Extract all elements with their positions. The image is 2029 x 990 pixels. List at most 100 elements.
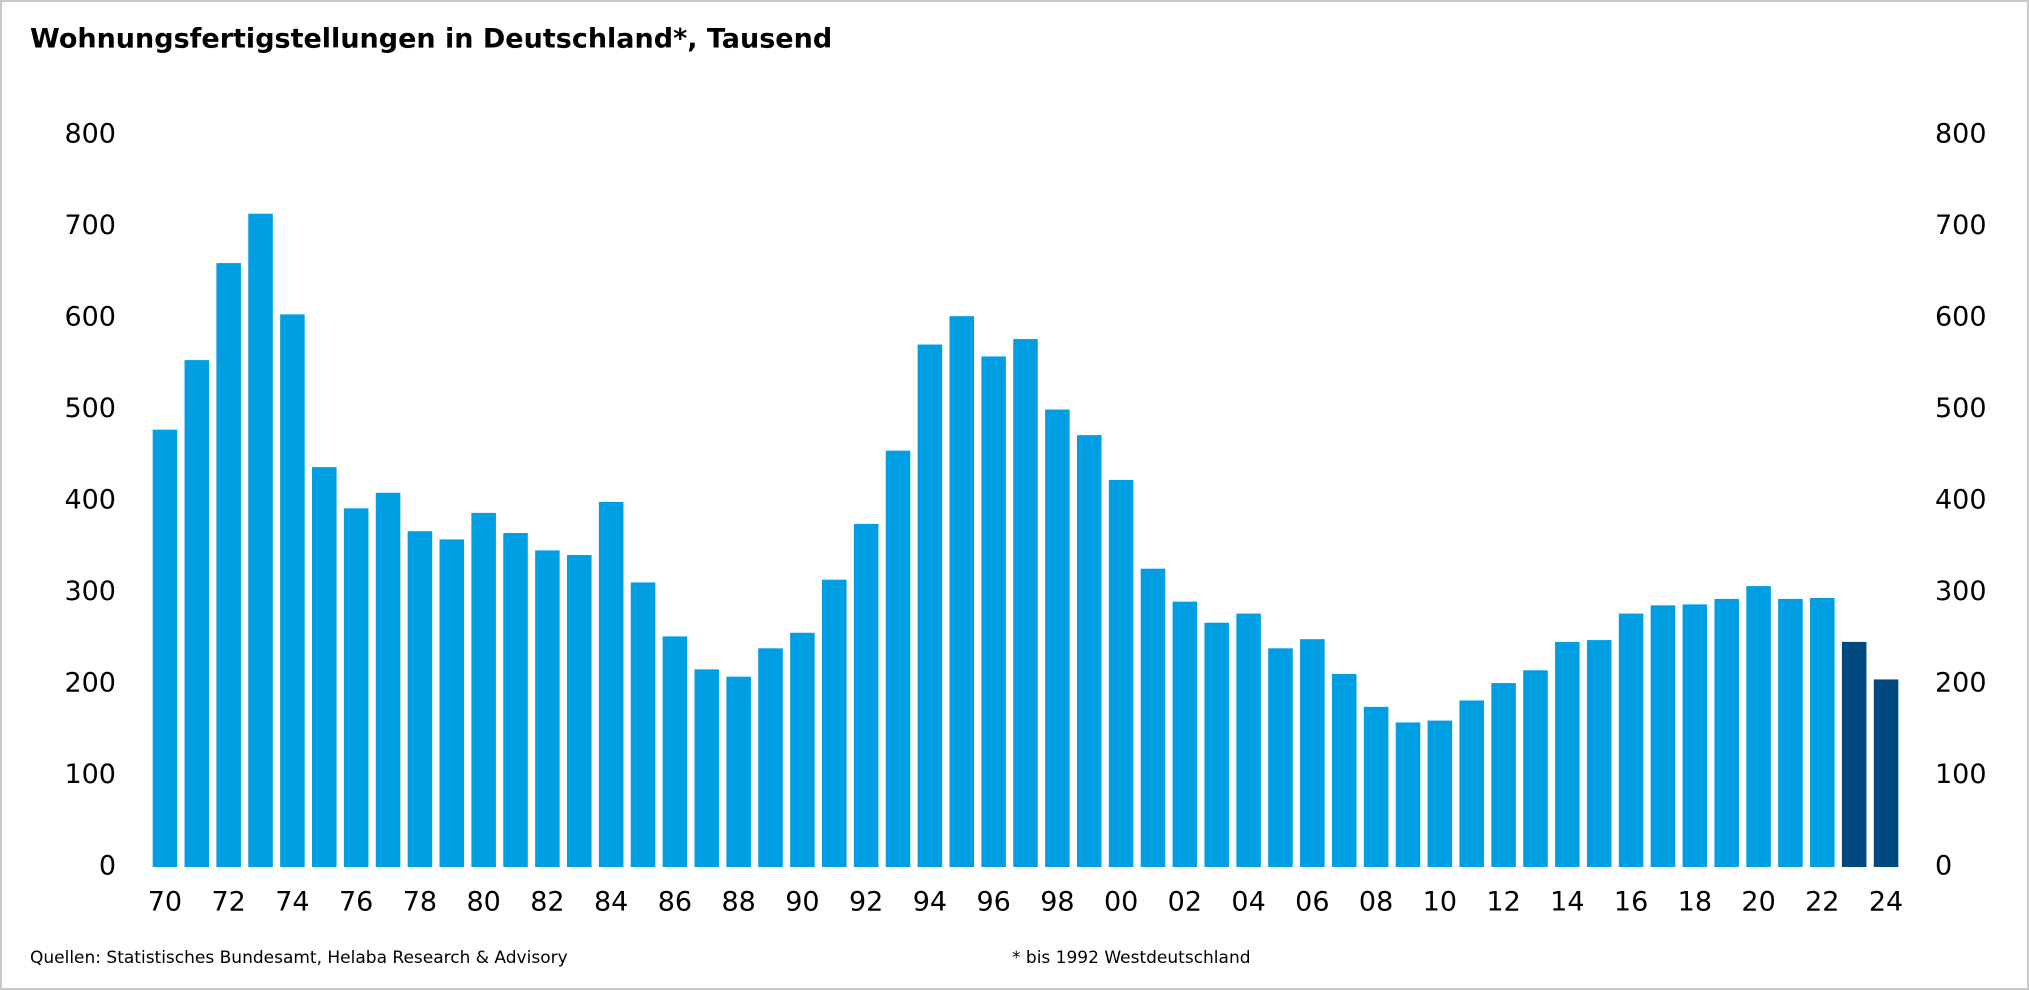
x-tick-label: 74 bbox=[275, 887, 309, 918]
note: * bis 1992 Westdeutschland bbox=[1012, 948, 1251, 968]
y-tick-label: 600 bbox=[64, 302, 116, 333]
x-tick-label: 10 bbox=[1423, 887, 1457, 918]
bar bbox=[1427, 720, 1453, 867]
bar bbox=[1714, 598, 1739, 867]
x-tick-label: 24 bbox=[1869, 887, 1903, 918]
y2-tick-label: 500 bbox=[1935, 393, 1987, 424]
bar bbox=[184, 360, 210, 867]
bar bbox=[471, 512, 496, 867]
bar bbox=[1555, 641, 1580, 867]
bar bbox=[1459, 700, 1484, 867]
bar bbox=[1236, 613, 1261, 867]
y2-tick-label: 300 bbox=[1935, 576, 1987, 607]
bar bbox=[407, 531, 433, 867]
y-tick-label: 800 bbox=[64, 119, 116, 150]
bar bbox=[917, 344, 943, 867]
x-tick-label: 78 bbox=[403, 887, 437, 918]
x-tick-label: 06 bbox=[1295, 887, 1329, 918]
bar bbox=[598, 501, 624, 867]
bar bbox=[853, 523, 879, 867]
bar bbox=[1076, 435, 1102, 867]
y-tick-label: 700 bbox=[64, 210, 116, 241]
bar bbox=[1523, 670, 1548, 867]
y2-tick-label: 800 bbox=[1935, 119, 1987, 150]
x-tick-label: 86 bbox=[658, 887, 692, 918]
y2-tick-label: 700 bbox=[1935, 210, 1987, 241]
bar bbox=[503, 533, 528, 867]
x-tick-label: 96 bbox=[976, 887, 1010, 918]
y-tick-label: 200 bbox=[64, 668, 116, 699]
x-tick-label: 76 bbox=[339, 887, 373, 918]
y-tick-label: 0 bbox=[99, 851, 116, 882]
x-tick-label: 98 bbox=[1040, 887, 1074, 918]
bar bbox=[1300, 639, 1325, 867]
bar bbox=[1172, 601, 1198, 867]
bar bbox=[248, 213, 273, 867]
chart-title: Wohnungsfertigstellungen in Deutschland*… bbox=[30, 24, 832, 55]
bar bbox=[535, 550, 560, 867]
y2-tick-label: 0 bbox=[1935, 851, 1952, 882]
y-tick-label: 100 bbox=[64, 759, 116, 790]
bar bbox=[1841, 641, 1867, 867]
bar bbox=[1491, 683, 1516, 867]
y2-tick-label: 100 bbox=[1935, 759, 1987, 790]
bar bbox=[981, 356, 1006, 867]
bar bbox=[1682, 604, 1708, 867]
bar bbox=[885, 450, 911, 867]
x-tick-label: 14 bbox=[1550, 887, 1584, 918]
y2-tick-label: 400 bbox=[1935, 485, 1987, 516]
y-tick-label: 300 bbox=[64, 576, 116, 607]
bar bbox=[1140, 568, 1166, 867]
bar bbox=[790, 632, 815, 867]
bar bbox=[1810, 597, 1835, 867]
y2-tick-label: 200 bbox=[1935, 668, 1987, 699]
bar bbox=[1331, 673, 1357, 867]
bar bbox=[1873, 679, 1899, 867]
x-tick-label: 92 bbox=[849, 887, 883, 918]
x-tick-label: 22 bbox=[1805, 887, 1839, 918]
x-tick-label: 12 bbox=[1486, 887, 1520, 918]
x-tick-label: 88 bbox=[721, 887, 755, 918]
x-tick-label: 70 bbox=[148, 887, 182, 918]
y2-tick-label: 600 bbox=[1935, 302, 1987, 333]
y-tick-label: 400 bbox=[64, 485, 116, 516]
bar bbox=[1013, 339, 1038, 867]
bar bbox=[343, 508, 369, 867]
bar bbox=[375, 492, 401, 867]
x-tick-label: 16 bbox=[1614, 887, 1648, 918]
bar bbox=[1108, 479, 1134, 867]
x-tick-label: 02 bbox=[1168, 887, 1202, 918]
bar bbox=[152, 429, 178, 867]
x-tick-label: 04 bbox=[1231, 887, 1265, 918]
x-tick-label: 84 bbox=[594, 887, 628, 918]
bar bbox=[694, 669, 720, 867]
bar bbox=[1204, 622, 1230, 867]
bar bbox=[567, 554, 592, 867]
bar bbox=[662, 636, 688, 867]
bar bbox=[439, 539, 465, 867]
x-tick-label: 82 bbox=[530, 887, 564, 918]
x-tick-label: 94 bbox=[913, 887, 947, 918]
bar bbox=[1650, 605, 1676, 867]
bar bbox=[949, 316, 975, 867]
bar bbox=[1395, 722, 1421, 867]
bar bbox=[1746, 586, 1771, 867]
x-tick-label: 00 bbox=[1104, 887, 1138, 918]
bar bbox=[821, 579, 847, 867]
x-tick-label: 72 bbox=[212, 887, 246, 918]
x-tick-label: 90 bbox=[785, 887, 819, 918]
bar bbox=[1586, 640, 1612, 867]
bar bbox=[280, 314, 305, 868]
x-tick-label: 20 bbox=[1741, 887, 1775, 918]
y-tick-label: 500 bbox=[64, 393, 116, 424]
x-tick-label: 18 bbox=[1678, 887, 1712, 918]
bar bbox=[630, 582, 656, 867]
x-tick-label: 80 bbox=[466, 887, 500, 918]
bar bbox=[1045, 409, 1070, 867]
bar bbox=[758, 648, 783, 867]
bar bbox=[1778, 598, 1803, 867]
x-tick-label: 08 bbox=[1359, 887, 1393, 918]
bar bbox=[312, 467, 337, 867]
bar bbox=[1268, 648, 1293, 867]
